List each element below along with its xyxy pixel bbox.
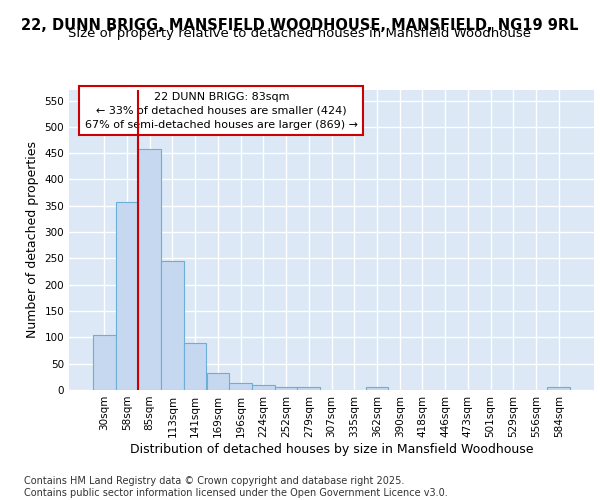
Bar (252, 384, 275, 390)
Text: 22, DUNN BRIGG, MANSFIELD WOODHOUSE, MANSFIELD, NG19 9RL: 22, DUNN BRIGG, MANSFIELD WOODHOUSE, MAN… (21, 18, 579, 32)
Bar (161, 261, 184, 390)
Bar (298, 388, 320, 390)
X-axis label: Distribution of detached houses by size in Mansfield Woodhouse: Distribution of detached houses by size … (130, 442, 533, 456)
Text: Size of property relative to detached houses in Mansfield Woodhouse: Size of property relative to detached ho… (68, 28, 532, 40)
Bar (547, 388, 570, 390)
Bar (116, 202, 139, 390)
Bar (93, 334, 116, 390)
Bar (139, 150, 161, 390)
Bar (206, 373, 229, 390)
Text: Contains HM Land Registry data © Crown copyright and database right 2025.
Contai: Contains HM Land Registry data © Crown c… (24, 476, 448, 498)
Bar (365, 388, 388, 390)
Text: 22 DUNN BRIGG: 83sqm
← 33% of detached houses are smaller (424)
67% of semi-deta: 22 DUNN BRIGG: 83sqm ← 33% of detached h… (85, 92, 358, 130)
Bar (184, 342, 206, 390)
Y-axis label: Number of detached properties: Number of detached properties (26, 142, 39, 338)
Bar (229, 382, 252, 390)
Bar (275, 387, 298, 390)
